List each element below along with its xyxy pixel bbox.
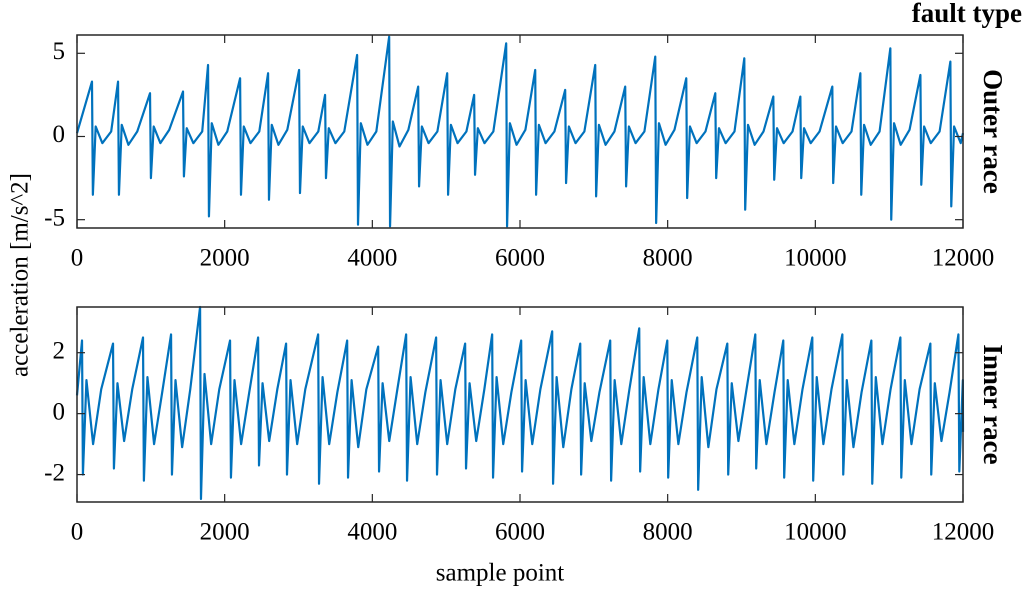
y-tick-label: 5: [53, 38, 66, 65]
x-tick-label: 6000: [495, 519, 545, 546]
y-axis-label: acceleration [m/s^2]: [7, 173, 34, 377]
x-axis-label: sample point: [436, 560, 565, 587]
x-tick-label: 4000: [347, 245, 397, 272]
fault-type-title: Outer race: [978, 69, 1008, 194]
y-tick-label: 0: [53, 398, 66, 425]
x-tick-label: 2000: [200, 245, 250, 272]
x-tick-label: 10000: [784, 245, 847, 272]
signal-line: [75, 35, 965, 228]
x-tick-label: 12000: [932, 519, 995, 546]
y-tick-label: 0: [53, 121, 66, 148]
y-tick-label: 2: [53, 337, 66, 364]
signal-line: [75, 305, 965, 501]
x-tick-label: 12000: [932, 245, 995, 272]
x-tick-label: 2000: [200, 519, 250, 546]
y-tick-label: -2: [44, 459, 65, 486]
x-tick-label: 8000: [643, 519, 693, 546]
fault-type-title: Inner race: [978, 344, 1008, 464]
x-tick-label: 8000: [643, 245, 693, 272]
y-tick-label: -5: [44, 204, 65, 231]
x-tick-label: 6000: [495, 245, 545, 272]
fault-type-label: fault type: [912, 0, 1022, 28]
x-tick-label: 10000: [784, 519, 847, 546]
x-tick-label: 0: [71, 519, 84, 546]
x-tick-label: 4000: [347, 519, 397, 546]
x-tick-label: 0: [71, 245, 84, 272]
